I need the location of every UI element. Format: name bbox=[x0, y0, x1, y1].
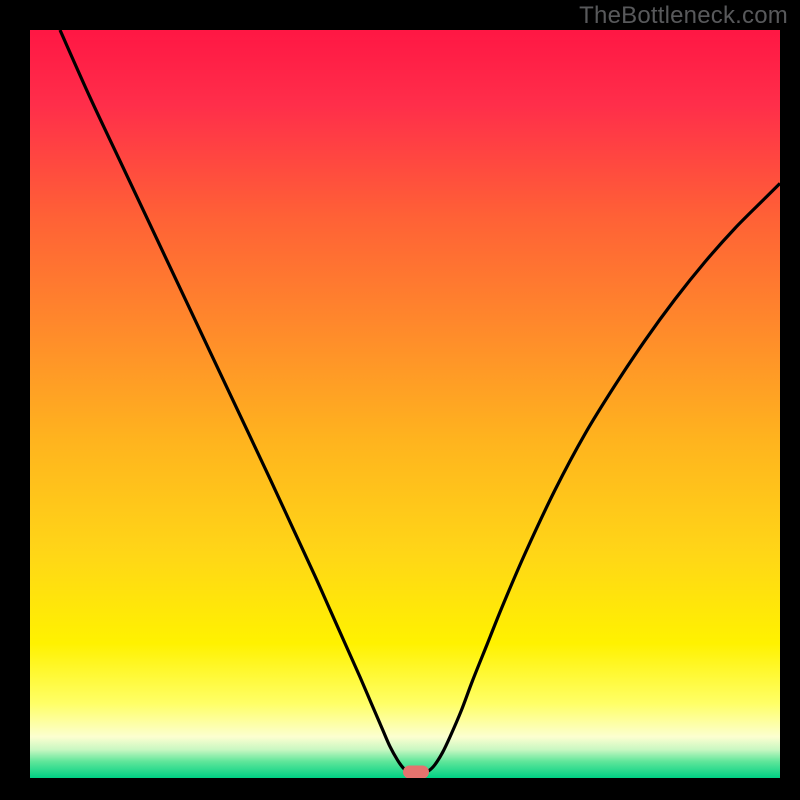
plot-area bbox=[30, 30, 780, 778]
watermark-text: TheBottleneck.com bbox=[579, 2, 788, 30]
bottleneck-curve bbox=[30, 30, 780, 778]
optimum-marker bbox=[403, 766, 429, 778]
